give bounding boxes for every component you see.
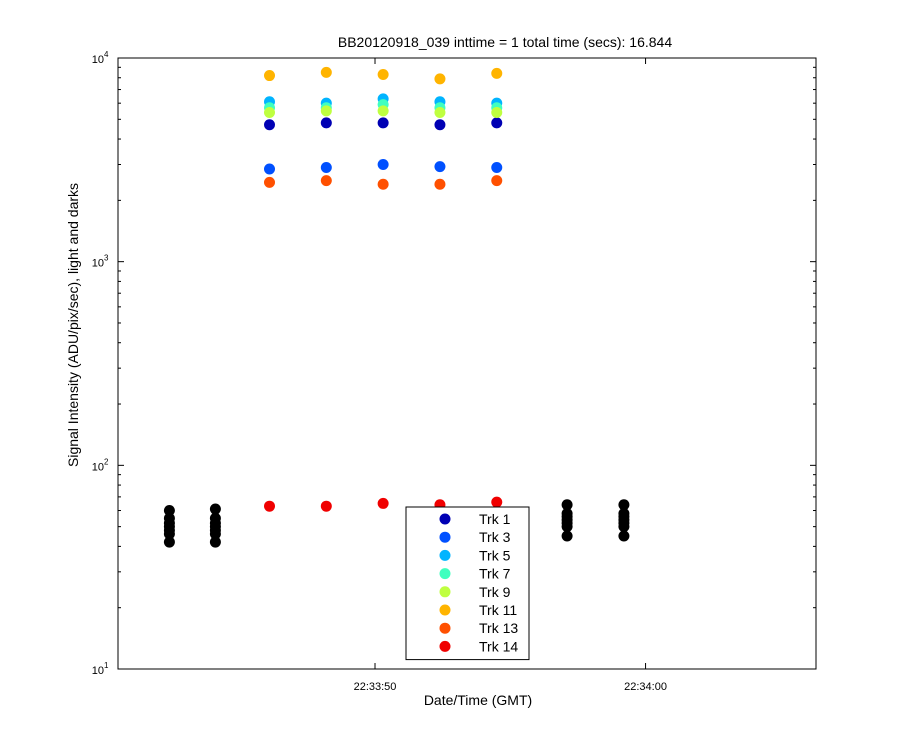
data-point-layer	[163, 66, 630, 548]
legend-marker	[439, 549, 451, 561]
legend-marker	[439, 622, 451, 634]
legend-marker	[439, 604, 451, 616]
y-tick-exponent: 3	[104, 254, 109, 263]
data-point-dark	[163, 536, 175, 548]
y-tick-exponent: 2	[104, 457, 109, 466]
data-point-dark	[163, 505, 175, 517]
data-point-trk-1	[264, 119, 276, 131]
x-axis-label: Date/Time (GMT)	[424, 692, 532, 708]
y-tick-exponent: 1	[104, 661, 109, 670]
data-point-trk-9	[434, 107, 446, 119]
x-tick-label: 22:33:50	[354, 681, 397, 693]
data-point-trk-14	[491, 496, 503, 508]
data-point-dark	[561, 508, 573, 520]
data-point-trk-14	[320, 500, 332, 512]
data-point-trk-13	[320, 175, 332, 187]
data-point-dark	[618, 530, 630, 542]
data-point-dark	[618, 508, 630, 520]
data-point-trk-3	[434, 161, 446, 173]
y-tick-exponent: 4	[104, 50, 109, 59]
data-point-trk-11	[491, 67, 503, 79]
data-point-trk-14	[377, 497, 389, 509]
legend-label: Trk 7	[479, 566, 511, 582]
data-point-trk-13	[264, 176, 276, 188]
data-point-trk-11	[377, 68, 389, 80]
data-point-trk-1	[377, 117, 389, 129]
data-point-trk-11	[434, 73, 446, 85]
x-tick-label: 22:34:00	[624, 681, 667, 693]
y-tick-label: 10	[92, 665, 104, 677]
data-point-trk-13	[377, 178, 389, 190]
data-point-trk-1	[434, 119, 446, 131]
data-point-dark	[163, 512, 175, 524]
data-point-trk-11	[320, 66, 332, 78]
y-axis-label: Signal Intensity (ADU/pix/sec), light an…	[65, 183, 81, 467]
legend-marker	[439, 568, 451, 580]
chart-title: BB20120918_039 inttime = 1 total time (s…	[338, 34, 672, 50]
data-point-dark	[209, 512, 221, 524]
legend-marker	[439, 586, 451, 598]
legend-label: Trk 1	[479, 511, 511, 527]
legend-label: Trk 5	[479, 547, 511, 563]
legend-label: Trk 11	[479, 602, 517, 618]
data-point-trk-13	[491, 175, 503, 187]
y-tick-label: 10	[92, 258, 104, 270]
legend-label: Trk 3	[479, 529, 511, 545]
data-point-dark	[618, 499, 630, 511]
legend-label: Trk 13	[479, 620, 518, 636]
data-point-trk-13	[434, 178, 446, 190]
y-tick-label: 10	[92, 461, 104, 473]
legend-marker	[439, 513, 451, 525]
legend: Trk 1 Trk 3 Trk 5 Trk 7 Trk 9 Trk 11 Trk 13 Trk…	[405, 506, 530, 661]
data-point-trk-14	[264, 500, 276, 512]
data-point-dark	[209, 503, 221, 515]
data-point-trk-3	[320, 161, 332, 173]
plot-area-frame	[117, 57, 817, 670]
legend-label: Trk 14	[479, 638, 518, 654]
data-point-trk-9	[320, 105, 332, 117]
data-point-trk-3	[491, 161, 503, 173]
y-tick-label: 10	[92, 54, 104, 66]
data-point-trk-9	[264, 107, 276, 119]
data-point-trk-11	[264, 70, 276, 82]
data-point-dark	[209, 536, 221, 548]
data-point-trk-1	[320, 117, 332, 129]
data-point-dark	[561, 499, 573, 511]
data-point-trk-9	[491, 107, 503, 119]
data-point-trk-1	[491, 117, 503, 129]
data-point-dark	[561, 530, 573, 542]
data-point-trk-9	[377, 105, 389, 117]
data-point-trk-3	[377, 158, 389, 170]
legend-marker	[439, 531, 451, 543]
data-point-trk-3	[264, 163, 276, 175]
legend-box	[405, 506, 530, 661]
legend-label: Trk 9	[479, 584, 511, 600]
legend-marker	[439, 640, 451, 652]
